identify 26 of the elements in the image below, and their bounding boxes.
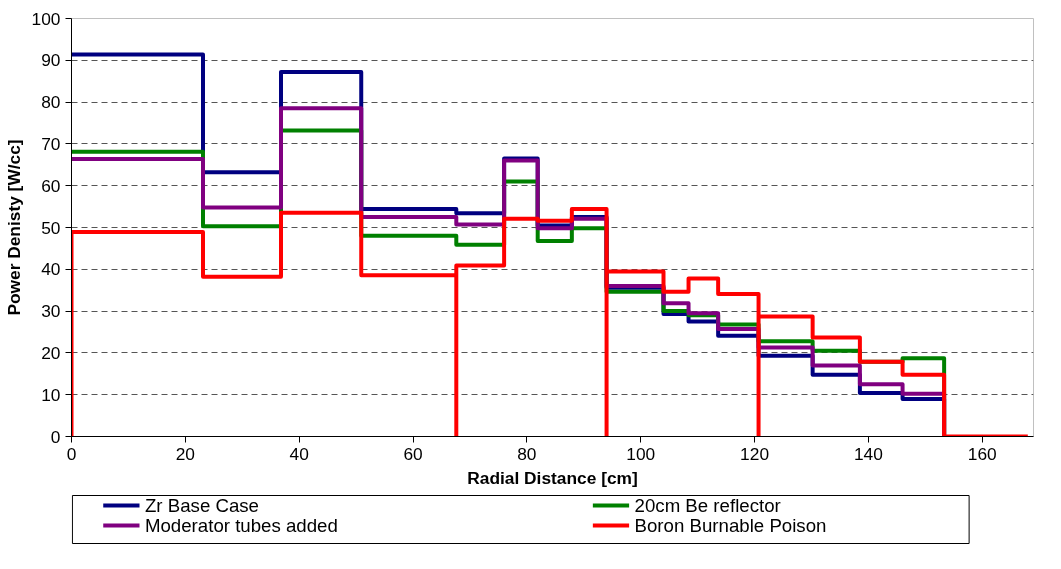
x-tick-label: 140 — [853, 443, 883, 464]
x-axis-title: Radial Distance [cm] — [467, 467, 638, 488]
x-tick-label: 80 — [517, 443, 537, 464]
y-tick-label: 20 — [41, 342, 61, 363]
legend-label: Zr Base Case — [144, 495, 259, 516]
x-tick-label: 40 — [289, 443, 309, 464]
y-tick-label: 50 — [41, 217, 61, 238]
x-tick-label: 100 — [626, 443, 656, 464]
x-tick-label: 60 — [403, 443, 423, 464]
y-tick-label: 100 — [31, 8, 61, 29]
y-tick-label: 60 — [41, 175, 61, 196]
x-tick-label: 20 — [175, 443, 195, 464]
legend-label: 20cm Be reflector — [634, 495, 781, 516]
x-tick-label: 0 — [66, 443, 77, 464]
y-tick-label: 30 — [41, 301, 61, 322]
y-tick-label: 90 — [41, 50, 61, 71]
y-axis-title: Power Denisty [W/cc] — [3, 139, 24, 316]
legend-label: Boron Burnable Poison — [634, 515, 827, 536]
y-tick-label: 80 — [41, 92, 61, 113]
y-tick-label: 70 — [41, 133, 61, 154]
x-tick-label: 160 — [967, 443, 997, 464]
x-tick-label: 120 — [740, 443, 770, 464]
y-tick-label: 10 — [41, 384, 61, 405]
y-tick-label: 0 — [50, 426, 61, 447]
legend-label: Moderator tubes added — [144, 515, 338, 536]
y-tick-label: 40 — [41, 259, 61, 280]
